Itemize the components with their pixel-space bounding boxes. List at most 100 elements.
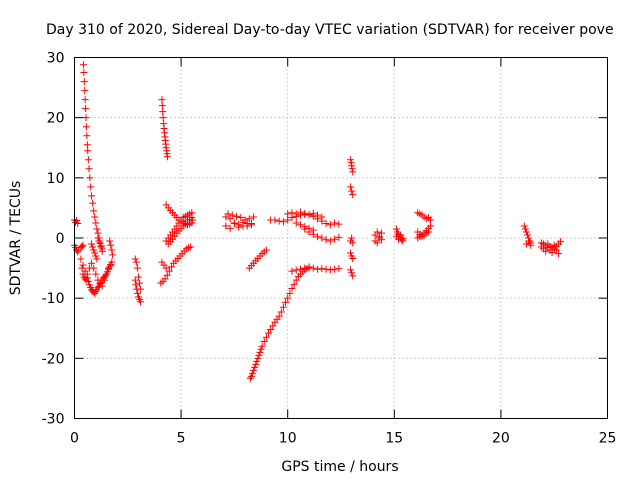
data-point [279,218,287,226]
data-point [91,289,99,297]
data-point [88,192,96,200]
y-tick-label: 20 [47,111,65,127]
data-point [257,345,265,353]
data-point [335,233,343,241]
data-point [133,264,141,272]
data-point [158,96,166,104]
data-point [97,242,105,250]
data-point [552,246,560,254]
data-point [557,238,565,246]
data-point [271,216,279,224]
data-point [228,211,236,219]
data-point [301,264,309,272]
data-point [162,264,170,272]
data-point [163,271,171,279]
data-point [347,249,355,257]
data-point [347,266,355,274]
data-point [250,366,258,374]
data-point [134,289,142,297]
data-point [250,213,258,221]
data-point [132,258,140,266]
data-point [427,222,435,230]
data-point [81,96,89,104]
data-point [80,78,88,86]
data-point [349,168,357,176]
data-point [331,219,339,227]
data-point [82,123,90,131]
data-point [163,153,171,161]
data-point [527,241,535,249]
data-point [277,308,285,316]
data-point [88,240,96,248]
data-point [378,236,386,244]
data-point [348,165,356,173]
data-point [288,209,296,217]
grid-lines [74,57,608,419]
data-point [132,281,140,289]
data-point [522,228,530,236]
data-point [81,87,89,95]
data-point [74,248,82,256]
data-point [168,263,176,271]
data-point [74,220,82,228]
data-point [296,265,304,273]
data-point [92,288,100,296]
data-point [326,221,334,229]
y-tick-label: 30 [47,51,65,67]
data-point [395,235,403,243]
data-point [521,225,529,233]
data-point [136,279,144,287]
y-tick-label: -10 [42,291,65,307]
y-tick-label: 10 [47,171,65,187]
data-point [137,298,145,306]
data-point [347,156,355,164]
data-point [296,221,304,229]
data-point [554,250,562,258]
data-point [275,217,283,225]
data-point [335,265,343,273]
data-point [92,252,100,260]
data-point [108,246,116,254]
data-point [235,223,243,231]
data-point [286,289,294,297]
data-point [520,222,528,230]
data-point [98,245,106,253]
data-point [93,225,101,233]
y-axis-label: SDTVAR / TECUs [8,181,24,296]
data-point [348,234,356,242]
data-point [159,114,167,122]
data-point [542,247,550,255]
data-point [292,266,300,274]
data-point [91,249,99,257]
data-point [284,216,292,224]
data-point [347,183,355,191]
data-point [284,210,292,218]
data-point [83,270,91,278]
data-point [77,255,85,263]
data-point [348,269,356,277]
data-point [322,265,330,273]
data-point [78,242,86,250]
data-point [269,322,277,330]
data-point [106,237,114,245]
data-point [262,246,270,254]
data-point [290,280,298,288]
data-point [161,275,169,283]
data-point [87,183,95,191]
data-point [247,220,255,228]
data-point [159,108,167,116]
x-tick-label: 25 [599,431,617,447]
axis-ticks [74,57,608,419]
data-point [246,374,254,382]
data-point [226,215,234,223]
data-point [305,263,313,271]
data-point [85,165,93,173]
data-point [249,369,257,377]
data-point [84,156,92,164]
data-point [78,264,86,272]
data-point [79,241,87,249]
y-tick-label: -20 [42,351,65,367]
data-point [314,233,322,241]
data-point [288,267,296,275]
data-point [309,226,317,234]
